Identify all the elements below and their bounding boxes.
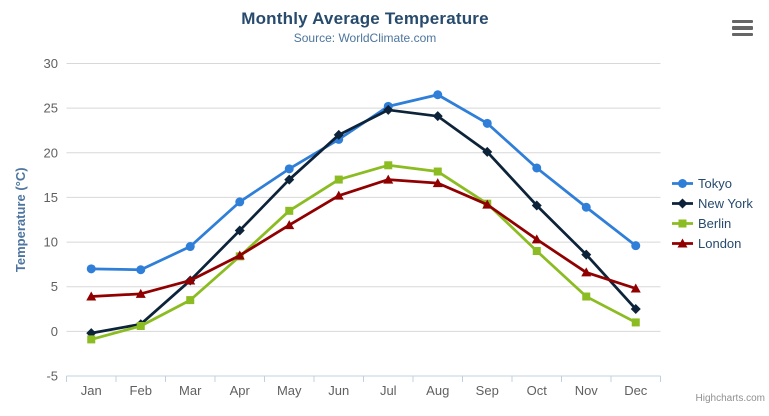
legend-label: Berlin — [698, 216, 732, 231]
data-point-new-york-aug[interactable] — [432, 111, 443, 122]
series-line-london — [91, 178, 637, 298]
data-point-new-york-jul[interactable] — [383, 104, 394, 115]
series-new-york — [86, 104, 641, 339]
data-point-berlin-aug[interactable] — [433, 167, 442, 176]
y-axis-label: 5 — [51, 279, 58, 294]
x-axis-label: Sep — [476, 383, 499, 398]
y-axis-label: 0 — [51, 324, 58, 339]
x-axis-label: Mar — [179, 383, 202, 398]
data-point-london-sep[interactable] — [482, 199, 493, 209]
chart-title: Monthly Average Temperature — [241, 9, 489, 28]
data-point-london-nov[interactable] — [581, 267, 592, 277]
legend: Tokyo New York Berlin London — [672, 176, 753, 251]
data-point-london-jun[interactable] — [333, 190, 344, 200]
legend-label: London — [698, 236, 742, 251]
data-point-tokyo-aug[interactable] — [433, 90, 443, 100]
data-point-new-york-nov[interactable] — [581, 249, 592, 260]
data-point-new-york-jun[interactable] — [333, 129, 344, 140]
data-point-tokyo-may[interactable] — [284, 164, 294, 174]
x-axis-label: Nov — [575, 383, 599, 398]
series-tokyo — [86, 90, 641, 275]
data-point-berlin-jan[interactable] — [87, 335, 96, 344]
triangle-marker-icon — [672, 238, 693, 248]
x-axis-label: Oct — [527, 383, 548, 398]
series-line-new-york — [91, 108, 637, 335]
data-point-new-york-apr[interactable] — [234, 225, 245, 236]
y-axis-label: 20 — [44, 145, 58, 160]
data-point-berlin-jun[interactable] — [334, 175, 343, 184]
series-line-berlin — [90, 163, 637, 341]
x-axis-label: Jul — [380, 383, 397, 398]
y-axis-label: 25 — [44, 101, 58, 116]
legend-item-new-york[interactable]: New York — [672, 196, 753, 211]
y-axis-label: -5 — [46, 369, 58, 384]
x-axis-label: Feb — [130, 383, 152, 398]
data-point-london-jul[interactable] — [383, 174, 394, 184]
data-point-new-york-oct[interactable] — [531, 200, 542, 211]
legend-item-berlin[interactable]: Berlin — [672, 216, 753, 231]
context-menu-button[interactable] — [729, 16, 757, 40]
data-point-london-aug[interactable] — [432, 178, 443, 188]
data-point-tokyo-feb[interactable] — [136, 265, 146, 275]
y-axis-label: 15 — [44, 190, 58, 205]
data-point-berlin-oct[interactable] — [532, 247, 541, 255]
diamond-marker-icon — [672, 198, 693, 209]
legend-label: New York — [698, 196, 753, 211]
data-point-tokyo-apr[interactable] — [235, 197, 245, 207]
y-axis-title: Temperature (°C) — [13, 167, 28, 272]
data-point-tokyo-mar[interactable] — [185, 242, 195, 252]
data-point-new-york-sep[interactable] — [482, 146, 493, 157]
hamburger-icon — [732, 32, 753, 37]
chart-subtitle: Source: WorldClimate.com — [293, 31, 437, 45]
legend-item-tokyo[interactable]: Tokyo — [672, 176, 753, 191]
x-axis-label: Jan — [81, 383, 102, 398]
data-point-london-apr[interactable] — [234, 250, 245, 260]
data-point-london-jan[interactable] — [86, 291, 97, 301]
data-point-tokyo-oct[interactable] — [532, 163, 542, 173]
credits-link[interactable]: Highcharts.com — [695, 393, 765, 404]
x-axis-label: Aug — [426, 383, 449, 398]
x-axis-label: Jun — [328, 383, 349, 398]
data-point-berlin-jul[interactable] — [384, 161, 393, 170]
data-point-new-york-may[interactable] — [284, 174, 295, 185]
legend-label: Tokyo — [698, 176, 732, 191]
data-point-berlin-may[interactable] — [285, 206, 294, 215]
circle-marker-icon — [672, 179, 693, 188]
data-point-tokyo-dec[interactable] — [631, 241, 641, 251]
series-london — [86, 174, 641, 301]
data-point-berlin-dec[interactable] — [631, 318, 640, 327]
hamburger-icon — [732, 26, 753, 30]
y-axis-label: 10 — [44, 235, 58, 250]
y-axis-label: 30 — [44, 56, 58, 71]
data-point-new-york-dec[interactable] — [630, 304, 641, 315]
data-point-london-feb[interactable] — [135, 288, 146, 298]
data-point-berlin-feb[interactable] — [136, 322, 145, 330]
data-point-tokyo-jan[interactable] — [86, 264, 96, 274]
data-point-tokyo-sep[interactable] — [482, 118, 492, 128]
data-point-london-may[interactable] — [284, 220, 295, 230]
data-point-tokyo-nov[interactable] — [581, 202, 591, 212]
x-axis-label: Dec — [624, 383, 648, 398]
legend-item-london[interactable]: London — [672, 236, 753, 251]
x-axis-label: Apr — [230, 383, 251, 398]
data-point-berlin-nov[interactable] — [582, 292, 591, 301]
x-axis-label: May — [277, 383, 302, 398]
data-point-berlin-mar[interactable] — [186, 296, 195, 305]
data-point-london-mar[interactable] — [185, 275, 196, 285]
data-point-london-oct[interactable] — [531, 234, 542, 244]
hamburger-icon — [732, 19, 753, 24]
data-point-london-dec[interactable] — [630, 283, 641, 293]
square-marker-icon — [672, 219, 693, 228]
